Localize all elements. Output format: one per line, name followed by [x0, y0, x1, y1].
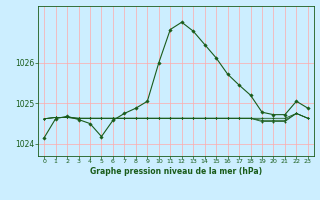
X-axis label: Graphe pression niveau de la mer (hPa): Graphe pression niveau de la mer (hPa) [90, 167, 262, 176]
